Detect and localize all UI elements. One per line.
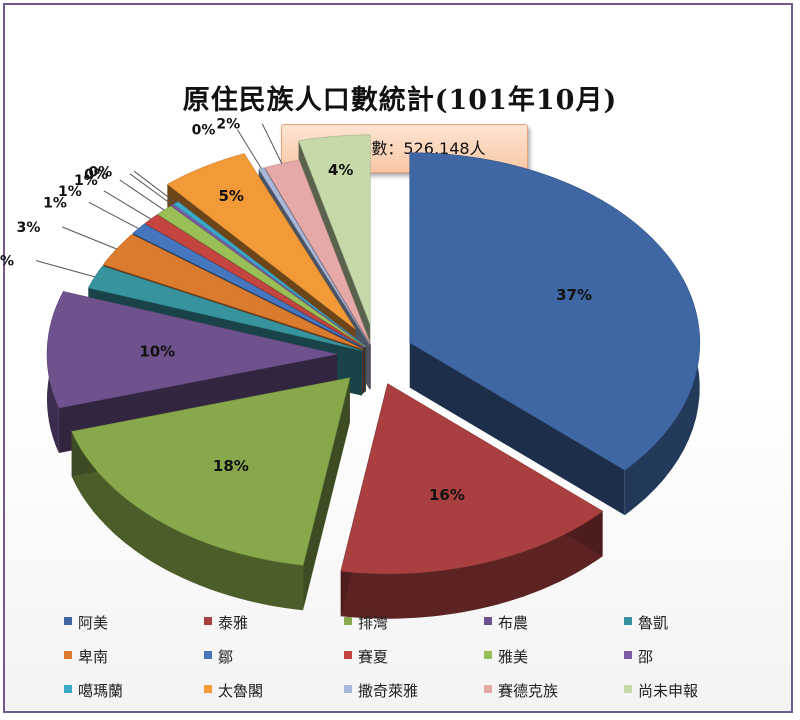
legend-item-噶瑪蘭: 噶瑪蘭 [64, 680, 124, 701]
legend-label-5: 卑南 [78, 648, 109, 666]
legend-item-太魯閣: 太魯閣 [204, 680, 264, 701]
legend-swatch-9 [624, 651, 632, 659]
data-label-6: 1% [43, 195, 67, 211]
slice-泰雅 [340, 383, 604, 574]
data-label-5: 3% [17, 220, 41, 236]
legend-swatch-13 [484, 685, 492, 693]
slice-賽夏 [144, 214, 365, 348]
legend-item-邵: 邵 [624, 646, 654, 667]
legend-label-8: 雅美 [498, 648, 529, 666]
legend-swatch-8 [484, 651, 492, 659]
data-label-3: 10% [139, 342, 175, 360]
data-label-11: 5% [218, 187, 243, 205]
data-label-9: 0% [84, 167, 108, 183]
legend-label-9: 邵 [638, 648, 654, 666]
legend-label-13: 賽德克族 [498, 682, 559, 700]
leader-line-7 [103, 190, 152, 220]
data-label-7: 1% [58, 184, 82, 200]
slice-布農 [46, 291, 338, 409]
legend-swatch-11 [204, 685, 212, 693]
legend-swatch-12 [344, 685, 352, 693]
legend-label-3: 布農 [498, 614, 529, 632]
legend-item-鄒: 鄒 [204, 646, 234, 667]
legend-item-泰雅: 泰雅 [204, 612, 249, 633]
leader-line-12 [237, 129, 262, 169]
legend-item-卑南: 卑南 [64, 646, 109, 667]
legend-label-10: 噶瑪蘭 [78, 682, 124, 700]
data-label-10: 0% [88, 164, 112, 180]
data-label-13: 2% [216, 117, 240, 133]
leader-line-9 [129, 173, 173, 206]
leader-line-13 [261, 123, 283, 164]
slice-排灣 [71, 377, 351, 566]
legend-swatch-3 [484, 617, 492, 625]
legend-item-賽德克族: 賽德克族 [484, 680, 559, 701]
legend-label-1: 泰雅 [218, 614, 249, 632]
slice-太魯閣 [166, 153, 356, 330]
legend-item-阿美: 阿美 [64, 612, 109, 633]
slice-wall-2 [71, 431, 304, 611]
slice-face-0-1 [409, 342, 625, 516]
legend-label-0: 阿美 [78, 614, 109, 632]
slice-尚未申報 [298, 134, 371, 325]
leader-line-10 [133, 170, 177, 204]
slice-魯凱 [87, 265, 363, 351]
legend-swatch-4 [624, 617, 632, 625]
legend-label-11: 太魯閣 [218, 682, 264, 700]
legend-label-4: 魯凱 [638, 614, 669, 632]
slice-阿美 [409, 152, 701, 471]
legend-label-7: 賽夏 [358, 648, 389, 666]
leader-line-6 [88, 201, 139, 230]
leader-line-5 [62, 226, 117, 250]
slice-雅美 [157, 205, 366, 348]
legend-item-撒奇萊雅: 撒奇萊雅 [344, 680, 419, 701]
data-label-8: 1% [74, 173, 98, 189]
leader-line-8 [119, 179, 165, 211]
legend-item-布農: 布農 [484, 612, 529, 633]
data-label-14: 4% [328, 161, 353, 179]
legend-label-6: 鄒 [218, 648, 234, 666]
legend-item-雅美: 雅美 [484, 646, 529, 667]
data-label-4: 2% [0, 254, 14, 270]
slice-賽德克族 [264, 159, 371, 345]
chart-title: 原住民族人口數統計(101年10月) [182, 85, 618, 116]
legend-swatch-0 [64, 617, 72, 625]
legend-item-尚未申報: 尚未申報 [624, 680, 699, 701]
legend-swatch-10 [64, 685, 72, 693]
legend-swatch-14 [624, 685, 632, 693]
data-label-0: 37% [556, 286, 592, 304]
legend-swatch-2 [344, 617, 352, 625]
data-label-2: 18% [213, 457, 249, 475]
data-label-12: 0% [192, 123, 216, 139]
leader-line-4 [35, 260, 96, 278]
slice-wall-1 [340, 511, 603, 619]
legend-label-2: 排灣 [358, 614, 389, 632]
legend-swatch-7 [344, 651, 352, 659]
slice-face-2-0 [303, 377, 350, 611]
data-label-1: 16% [429, 486, 465, 504]
legend-item-排灣: 排灣 [344, 612, 389, 633]
legend-swatch-6 [204, 651, 212, 659]
legend-swatch-5 [64, 651, 72, 659]
legend-label-12: 撒奇萊雅 [358, 682, 419, 700]
legend-swatch-1 [204, 617, 212, 625]
legend-item-魯凱: 魯凱 [624, 612, 669, 633]
legend-label-14: 尚未申報 [638, 682, 699, 700]
legend-item-賽夏: 賽夏 [344, 646, 389, 667]
